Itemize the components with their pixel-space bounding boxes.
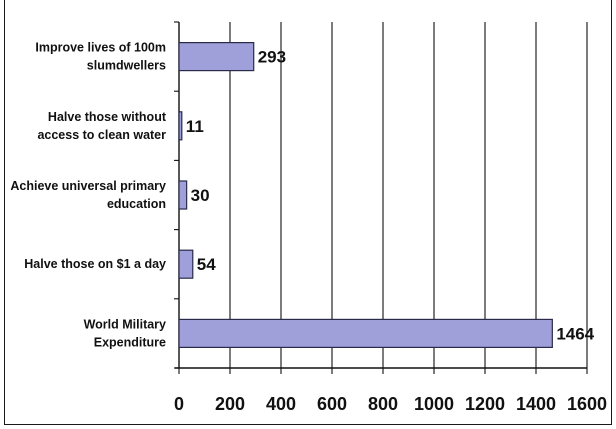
x-tick-label: 1600 xyxy=(567,394,607,414)
x-tick-label: 800 xyxy=(368,394,398,414)
x-tick-label: 600 xyxy=(317,394,347,414)
x-tick-label: 400 xyxy=(266,394,296,414)
category-label-line: education xyxy=(107,197,166,211)
bar xyxy=(178,41,255,72)
data-label: 1464 xyxy=(556,324,594,343)
x-tick-label: 200 xyxy=(215,394,245,414)
category-label: Achieve universal primary education xyxy=(10,179,166,211)
category-label-line: access to clean water xyxy=(37,128,166,142)
data-label: 30 xyxy=(191,186,210,205)
category-label-line: Halve those without xyxy=(48,110,167,124)
x-tick-label: 1000 xyxy=(414,394,454,414)
category-label-line: Halve those on $1 a day xyxy=(24,257,166,271)
data-label: 54 xyxy=(197,255,216,274)
x-tick-label: 1400 xyxy=(516,394,556,414)
chart-frame xyxy=(4,0,612,425)
bar xyxy=(178,180,188,210)
x-tick-label: 1200 xyxy=(465,394,505,414)
category-label: Halve those without access to clean water xyxy=(37,110,166,142)
category-label-line: Improve lives of 100m xyxy=(35,41,166,55)
category-label: World Military Expenditure xyxy=(84,317,166,349)
category-label-line: Achieve universal primary xyxy=(10,179,166,193)
category-label: Halve those on $1 a day xyxy=(24,257,166,271)
category-label-line: World Military xyxy=(84,317,166,331)
category-label: Improve lives of 100m slumdwellers xyxy=(35,41,166,73)
bar xyxy=(178,318,553,348)
category-label-line: slumdwellers xyxy=(87,59,166,73)
category-label-line: Expenditure xyxy=(94,335,166,349)
bar xyxy=(178,249,194,279)
x-tick-label: 0 xyxy=(174,394,184,414)
data-label: 293 xyxy=(258,48,286,67)
data-label: 11 xyxy=(186,117,204,136)
bar xyxy=(178,111,183,141)
